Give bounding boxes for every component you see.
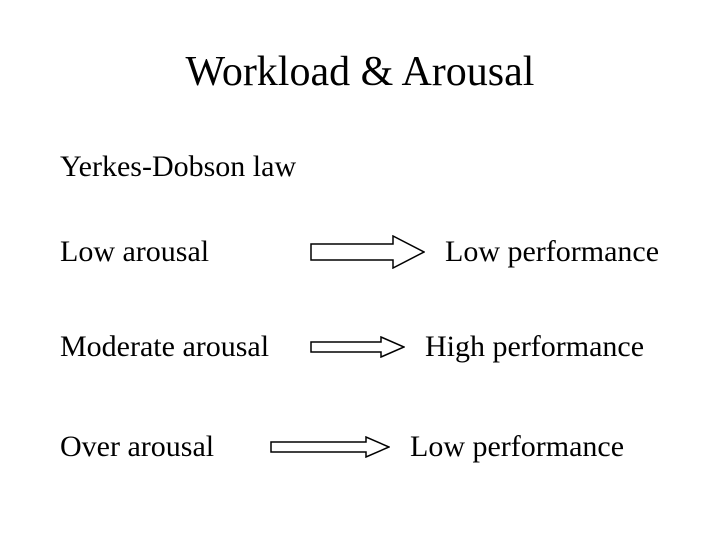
arrow-icon xyxy=(270,436,390,458)
performance-label: Low performance xyxy=(445,235,659,269)
relation-row: Low arousal Low performance xyxy=(60,235,680,269)
arrow-container xyxy=(310,436,390,458)
arousal-level-label: Low arousal xyxy=(60,235,310,269)
page-title: Workload & Arousal xyxy=(0,48,720,96)
relation-row: Moderate arousal High performance xyxy=(60,330,680,364)
arousal-level-label: Moderate arousal xyxy=(60,330,310,364)
arrow-container xyxy=(310,235,425,269)
subtitle: Yerkes-Dobson law xyxy=(60,150,296,184)
performance-label: Low performance xyxy=(410,430,624,464)
relation-row: Over arousal Low performance xyxy=(60,430,680,464)
arrow-container xyxy=(310,336,405,358)
arrow-icon xyxy=(310,235,425,269)
performance-label: High performance xyxy=(425,330,644,364)
arrow-icon xyxy=(310,336,405,358)
